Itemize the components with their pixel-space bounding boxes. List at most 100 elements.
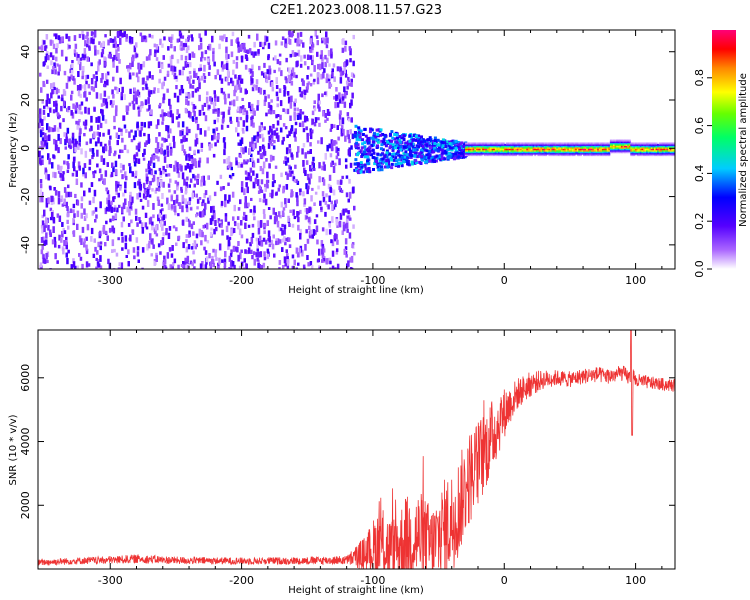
- heatmap-cell: [90, 62, 93, 67]
- heatmap-cell: [231, 261, 235, 267]
- heatmap-cell: [583, 151, 586, 154]
- heatmap-cell: [535, 148, 538, 151]
- heatmap-cell: [263, 99, 267, 106]
- heatmap-cell: [349, 257, 352, 263]
- heatmap-cell: [243, 258, 246, 263]
- heatmap-cell: [48, 158, 51, 165]
- heatmap-cell: [259, 153, 263, 159]
- heatmap-cell: [611, 146, 614, 149]
- heatmap-cell: [228, 194, 231, 202]
- heatmap-cell: [185, 206, 189, 213]
- heatmap-cell: [543, 149, 546, 152]
- heatmap-cell: [524, 148, 527, 151]
- heatmap-cell: [82, 173, 85, 177]
- heatmap-cell: [52, 128, 55, 132]
- heatmap-cell: [227, 156, 231, 162]
- heatmap-cell: [617, 151, 620, 154]
- heatmap-cell: [532, 148, 535, 151]
- heatmap-cell: [40, 87, 43, 93]
- heatmap-cell: [154, 170, 157, 175]
- heatmap-cell: [385, 159, 389, 163]
- heatmap-cell: [509, 149, 511, 152]
- heatmap-cell: [191, 85, 195, 89]
- heatmap-cell: [187, 153, 191, 158]
- heatmap-cell: [408, 145, 411, 149]
- heatmap-cell: [115, 56, 119, 61]
- heatmap-cell: [185, 154, 188, 161]
- heatmap-cell: [559, 149, 562, 152]
- heatmap-cell: [405, 158, 408, 161]
- heatmap-cell: [415, 147, 419, 151]
- heatmap-cell: [622, 146, 625, 149]
- heatmap-cell: [331, 250, 335, 257]
- heatmap-cell: [142, 157, 146, 161]
- heatmap-cell: [99, 122, 103, 129]
- heatmap-cell: [72, 203, 76, 209]
- heatmap-cell: [480, 142, 483, 145]
- heatmap-cell: [212, 262, 215, 268]
- heatmap-cell: [383, 135, 387, 139]
- heatmap-cell: [587, 145, 590, 148]
- heatmap-cell: [187, 110, 191, 118]
- heatmap-cell: [638, 145, 641, 148]
- heatmap-cell: [237, 162, 240, 168]
- heatmap-cell: [312, 162, 315, 170]
- heatmap-cell: [219, 74, 222, 81]
- heatmap-cell: [529, 149, 532, 152]
- heatmap-cell: [137, 259, 140, 263]
- heatmap-cell: [163, 255, 166, 260]
- heatmap-cell: [159, 38, 162, 46]
- heatmap-cell: [614, 149, 617, 152]
- heatmap-cell: [475, 145, 478, 148]
- heatmap-cell: [564, 154, 567, 157]
- heatmap-cell: [646, 149, 649, 152]
- heatmap-cell: [265, 76, 269, 84]
- heatmap-cell: [520, 145, 522, 148]
- heatmap-cell: [350, 267, 354, 269]
- heatmap-cell: [237, 41, 240, 48]
- heatmap-cell: [181, 35, 185, 39]
- heatmap-cell: [590, 142, 593, 145]
- heatmap-cell: [210, 99, 213, 105]
- heatmap-cell: [72, 161, 75, 169]
- heatmap-cell: [505, 151, 508, 154]
- heatmap-cell: [117, 134, 120, 140]
- heatmap-cell: [57, 35, 61, 41]
- heatmap-cell: [223, 149, 226, 156]
- heatmap-cell: [293, 216, 297, 220]
- heatmap-cell: [253, 205, 256, 213]
- heatmap-cell: [232, 59, 236, 64]
- heatmap-cell: [393, 133, 397, 136]
- heatmap-cell: [449, 153, 453, 157]
- heatmap-cell: [57, 127, 60, 133]
- snr-frame: [37, 329, 676, 570]
- heatmap-cell: [108, 227, 112, 233]
- heatmap-cell: [666, 154, 669, 157]
- heatmap-cell: [193, 240, 197, 247]
- heatmap-cell: [538, 149, 541, 152]
- heatmap-cell: [67, 154, 70, 160]
- heatmap-cell: [56, 260, 59, 264]
- snr-ytick-label: 2000: [19, 491, 32, 519]
- heatmap-cell: [79, 256, 83, 261]
- heatmap-cell: [52, 216, 55, 222]
- heatmap-cell: [600, 145, 603, 148]
- heatmap-cell: [79, 84, 82, 91]
- heatmap-cell: [167, 63, 171, 68]
- heatmap-cell: [329, 83, 333, 87]
- heatmap-cell: [108, 140, 111, 146]
- heatmap-cell: [255, 252, 258, 258]
- heatmap-cell: [592, 149, 595, 152]
- heatmap-cell: [311, 118, 314, 125]
- heatmap-cell: [273, 140, 276, 144]
- heatmap-cell: [504, 149, 507, 152]
- heatmap-cell: [60, 195, 64, 199]
- heatmap-cell: [488, 148, 491, 151]
- heatmap-cell: [246, 250, 249, 255]
- heatmap-cell: [545, 145, 548, 148]
- heatmap-cell: [296, 60, 299, 67]
- heatmap-cell: [553, 146, 556, 149]
- heatmap-cell: [252, 144, 255, 150]
- heatmap-cell: [141, 247, 145, 253]
- heatmap-cell: [471, 149, 474, 152]
